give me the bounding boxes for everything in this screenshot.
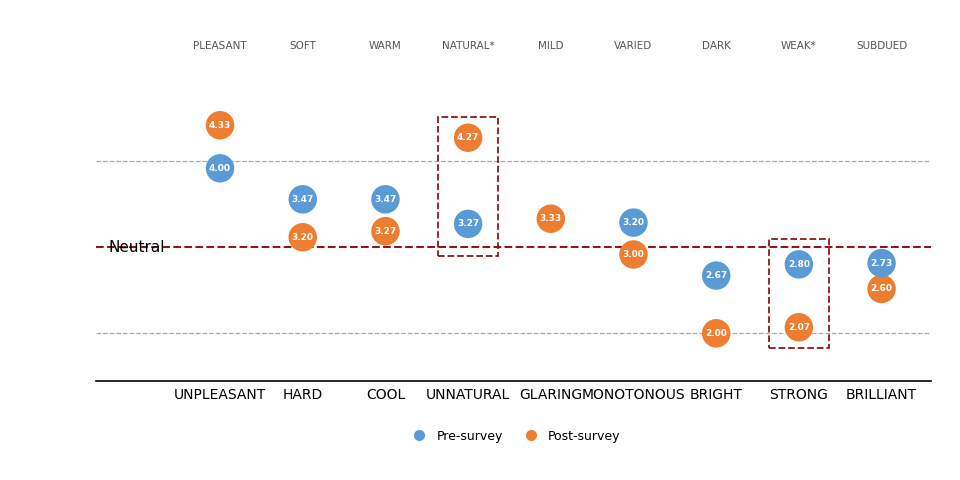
Point bbox=[791, 324, 806, 331]
Text: 2.67: 2.67 bbox=[705, 271, 728, 280]
Text: 3.00: 3.00 bbox=[623, 250, 644, 259]
Legend: Pre-survey, Post-survey: Pre-survey, Post-survey bbox=[401, 425, 626, 448]
Text: 2.80: 2.80 bbox=[788, 260, 810, 269]
Text: 3.20: 3.20 bbox=[292, 233, 314, 242]
Point bbox=[543, 215, 559, 223]
Point bbox=[295, 233, 310, 241]
Text: 2.07: 2.07 bbox=[788, 323, 810, 332]
Text: 3.20: 3.20 bbox=[622, 218, 644, 227]
Point bbox=[377, 195, 393, 203]
Point bbox=[461, 220, 476, 228]
Text: 2.60: 2.60 bbox=[871, 285, 893, 293]
Point bbox=[874, 259, 889, 267]
Text: 3.27: 3.27 bbox=[457, 219, 479, 228]
Text: 4.00: 4.00 bbox=[209, 164, 231, 173]
Point bbox=[212, 165, 228, 172]
Text: 4.27: 4.27 bbox=[457, 133, 479, 142]
Text: 3.47: 3.47 bbox=[292, 195, 314, 204]
Point bbox=[212, 121, 228, 129]
Text: 4.33: 4.33 bbox=[209, 121, 231, 130]
Point bbox=[295, 195, 310, 203]
Point bbox=[461, 134, 476, 142]
Text: 3.47: 3.47 bbox=[374, 195, 396, 204]
Point bbox=[708, 329, 724, 337]
Point bbox=[626, 251, 641, 258]
Point bbox=[626, 219, 641, 227]
Point bbox=[874, 285, 889, 293]
Point bbox=[708, 272, 724, 279]
Bar bbox=[769, 239, 829, 348]
Text: 2.73: 2.73 bbox=[871, 259, 893, 267]
Bar bbox=[438, 117, 498, 256]
Point bbox=[377, 228, 393, 235]
Text: 3.27: 3.27 bbox=[374, 227, 396, 236]
Text: 2.00: 2.00 bbox=[706, 329, 727, 338]
Point bbox=[791, 261, 806, 268]
Text: 3.33: 3.33 bbox=[540, 214, 562, 223]
Text: Neutral: Neutral bbox=[108, 240, 165, 254]
